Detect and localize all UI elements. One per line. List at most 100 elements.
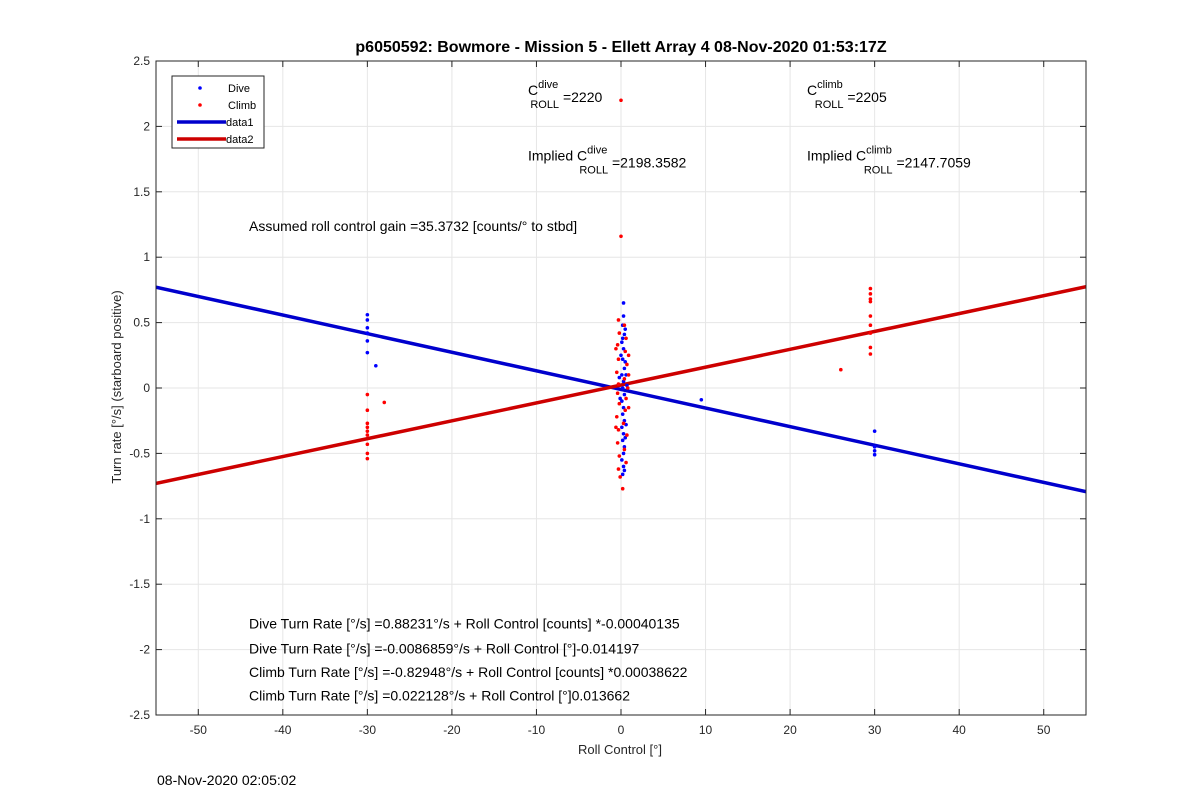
- climb-point: [625, 362, 629, 367]
- x-tick-label: 50: [1037, 723, 1051, 737]
- annotation-dive-fit-deg: Dive Turn Rate [°/s] =-0.0086859°/s + Ro…: [249, 641, 640, 657]
- climb-point: [839, 367, 843, 372]
- annotation-part: Implied C: [528, 147, 587, 163]
- annotation-part: climb: [817, 79, 843, 91]
- annotation-part: ROLL: [864, 164, 893, 176]
- x-tick-label: -20: [443, 723, 461, 737]
- legend-label: data2: [226, 134, 254, 146]
- dive-point: [623, 435, 628, 440]
- y-tick-label: 1.5: [133, 185, 150, 199]
- annotation-part: ROLL: [579, 164, 608, 176]
- climb-point: [614, 425, 618, 430]
- legend-box: [171, 75, 265, 149]
- annotation-climb-fit-deg: Climb Turn Rate [°/s] =0.022128°/s + Rol…: [249, 688, 630, 704]
- climb-point: [868, 314, 873, 318]
- annotation-part: =2147.7059: [893, 154, 971, 170]
- climb-point: [616, 428, 621, 432]
- annotation-implied-climb: Implied Cclimb ROLL =2147.7059: [807, 144, 971, 176]
- y-tick-label: -1: [139, 512, 150, 526]
- climb-point: [622, 447, 627, 452]
- dive-point: [365, 331, 370, 335]
- climb-point: [626, 353, 631, 358]
- dive-point: [623, 360, 628, 364]
- dive-point: [624, 373, 628, 377]
- annotation-part: =2220: [559, 89, 602, 105]
- annotation-c-climb: Cclimb ROLL =2205: [807, 79, 887, 111]
- x-axis-label: Roll Control [°]: [578, 742, 662, 757]
- climb-point: [614, 414, 619, 419]
- climb-point: [365, 392, 370, 397]
- annotation-part: ROLL: [530, 99, 559, 111]
- dive-point: [374, 363, 378, 368]
- climb-point: [616, 382, 621, 386]
- annotation-climb-fit-counts: Climb Turn Rate [°/s] =-0.82948°/s + Rol…: [249, 664, 688, 680]
- fit-line-data1: [156, 285, 1086, 494]
- dive-point: [365, 326, 370, 330]
- annotation-part: dive: [587, 144, 607, 156]
- annotation-part: Dive Turn Rate [°/s] =0.88231°/s + Roll …: [249, 616, 680, 632]
- dive-point: [365, 312, 370, 317]
- climb-point: [365, 429, 370, 433]
- climb-point: [626, 405, 631, 410]
- dive-point: [622, 366, 627, 371]
- dive-point: [617, 375, 622, 380]
- climb-point: [622, 377, 627, 381]
- annotation-part: Implied C: [807, 147, 866, 163]
- y-tick-label: 0.5: [133, 316, 150, 330]
- legend-label: Climb: [228, 100, 256, 112]
- dive-point: [621, 464, 626, 469]
- dive-point: [621, 346, 626, 351]
- dive-point: [699, 397, 704, 402]
- climb-point: [617, 454, 622, 458]
- dive-point: [620, 386, 625, 390]
- climb-point: [365, 425, 370, 430]
- turn-rate-chart: -50 -40 -30 -20 -10 0 10 20 30 40 50-2.5-2-1.5-1-0…: [109, 39, 1087, 757]
- y-tick-label: -2.5: [129, 708, 150, 722]
- dive-point: [365, 339, 370, 343]
- climb-point: [619, 98, 623, 103]
- x-tick-label: -50: [190, 723, 208, 737]
- dive-point: [872, 448, 877, 453]
- x-tick-label: 10: [699, 723, 713, 737]
- climb-point: [868, 292, 873, 296]
- fit-lines: [156, 285, 1086, 494]
- x-tick-label: -40: [274, 723, 292, 737]
- climb-point: [615, 391, 620, 396]
- climb-point: [624, 336, 628, 341]
- y-tick-label: 2: [143, 119, 150, 133]
- annotation-part: climb: [866, 144, 892, 156]
- climb-point: [365, 442, 370, 447]
- dive-point: [872, 445, 877, 449]
- y-axis-label: Turn rate [°/s] (starboard positive): [109, 290, 124, 483]
- y-tick-label: 2.5: [133, 54, 150, 68]
- legend-label: Dive: [228, 83, 250, 95]
- dive-point: [620, 425, 624, 430]
- dive-point: [620, 399, 624, 403]
- y-tick-label: 1: [143, 250, 150, 264]
- y-tick-label: 0: [143, 381, 150, 395]
- dive-point: [620, 472, 625, 477]
- climb-point: [623, 349, 628, 354]
- data-points: [365, 98, 877, 491]
- annotations: Cdive ROLL =2220 Cclimb ROLL =2205 Implied C…: [249, 79, 971, 704]
- x-tick-label: 40: [953, 723, 967, 737]
- annotation-roll-gain: Assumed roll control gain =35.3732 [coun…: [249, 218, 577, 234]
- climb-point: [616, 467, 621, 471]
- x-tick-label: 30: [868, 723, 882, 737]
- dive-point: [621, 301, 626, 305]
- dive-point: [621, 451, 626, 456]
- x-tick-label: -10: [528, 723, 546, 737]
- legend: Dive Climb data1 data2: [171, 75, 265, 149]
- dive-point: [620, 412, 625, 416]
- climb-point: [616, 357, 621, 362]
- annotation-part: Dive Turn Rate [°/s] =-0.0086859°/s + Ro…: [249, 641, 640, 657]
- annotation-part: ROLL: [815, 99, 844, 111]
- x-tick-label: 20: [783, 723, 797, 737]
- climb-point: [868, 352, 873, 356]
- dive-point: [620, 340, 624, 345]
- climb-point: [625, 386, 630, 390]
- legend-label: data1: [226, 117, 254, 129]
- annotation-c-dive: Cdive ROLL =2220: [528, 79, 602, 111]
- climb-point: [365, 421, 370, 426]
- climb-point: [365, 408, 370, 413]
